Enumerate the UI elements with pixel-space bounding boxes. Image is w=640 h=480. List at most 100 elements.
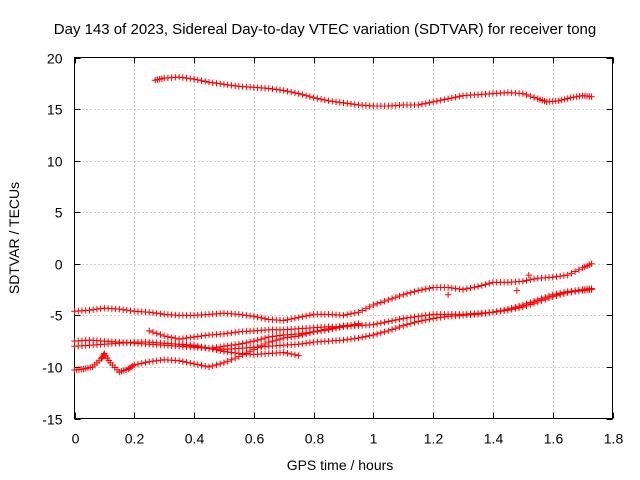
data-point — [194, 343, 201, 351]
data-point — [381, 328, 388, 336]
data-point — [347, 100, 355, 108]
data-point — [523, 91, 530, 99]
data-point — [194, 76, 201, 84]
data-point — [385, 327, 392, 335]
data-point — [198, 332, 205, 340]
data-point — [336, 324, 343, 331]
data-point — [217, 80, 224, 88]
data-point — [187, 342, 194, 349]
data-point — [564, 95, 571, 102]
data-point — [187, 75, 194, 82]
data-point — [411, 319, 418, 326]
data-point — [250, 337, 258, 345]
data-point — [381, 297, 388, 305]
data-point — [456, 93, 463, 100]
data-point — [482, 281, 489, 288]
data-point — [209, 362, 216, 370]
data-point — [523, 277, 530, 284]
data-point — [250, 313, 258, 320]
data-point — [273, 86, 280, 93]
data-point — [231, 354, 239, 362]
data-point — [202, 344, 209, 352]
data-point — [355, 334, 362, 342]
data-point — [497, 308, 504, 315]
data-point — [467, 284, 474, 292]
data-point — [276, 86, 284, 94]
data-point — [362, 305, 370, 312]
data-point — [224, 330, 231, 337]
data-point — [351, 321, 358, 328]
data-point — [377, 329, 385, 337]
data-point — [246, 338, 254, 346]
data-point — [213, 80, 220, 87]
data-point — [299, 313, 306, 320]
data-point — [198, 362, 205, 369]
data-point — [224, 348, 231, 356]
data-point — [202, 78, 209, 85]
data-point — [235, 311, 243, 318]
data-point — [527, 276, 534, 283]
x-tick-label: 0.2 — [125, 431, 145, 447]
data-point — [258, 314, 265, 322]
data-point — [347, 335, 355, 343]
series-track-6 — [146, 286, 595, 343]
data-point — [407, 320, 414, 327]
series-track-7 — [175, 320, 362, 352]
data-point — [276, 332, 284, 339]
data-point — [89, 306, 97, 313]
data-point — [411, 288, 418, 295]
data-point — [295, 341, 302, 348]
data-point — [474, 283, 482, 290]
data-point — [302, 329, 310, 337]
data-point — [220, 343, 228, 350]
data-point — [291, 89, 299, 97]
data-point — [295, 314, 302, 321]
data-point — [250, 346, 258, 353]
data-point — [131, 361, 138, 369]
data-point — [231, 82, 239, 90]
data-point — [392, 294, 400, 301]
data-point — [588, 260, 595, 267]
data-point — [396, 292, 403, 300]
data-point — [299, 91, 306, 98]
data-point — [388, 295, 396, 302]
data-point — [93, 305, 101, 313]
data-point — [146, 358, 153, 365]
data-point — [527, 301, 534, 308]
data-point — [299, 340, 306, 347]
data-point — [284, 350, 291, 357]
data-point — [190, 75, 198, 83]
data-point — [588, 286, 595, 293]
data-point — [172, 335, 179, 342]
data-point — [175, 357, 183, 364]
data-point — [489, 309, 497, 316]
data-point — [284, 88, 291, 95]
data-point — [534, 298, 541, 306]
data-point — [571, 268, 579, 275]
data-point — [302, 340, 310, 347]
data-point — [86, 307, 93, 314]
data-point — [246, 312, 254, 320]
data-point — [486, 280, 493, 287]
data-point — [523, 302, 530, 310]
data-point — [437, 97, 444, 104]
data-point — [558, 96, 565, 104]
y-tick-label: -5 — [50, 308, 63, 324]
data-point — [400, 322, 407, 329]
data-point — [575, 266, 583, 273]
data-point — [530, 300, 538, 307]
data-point — [269, 333, 276, 340]
data-point — [570, 94, 577, 101]
data-point — [448, 94, 456, 102]
data-point — [403, 314, 411, 322]
data-point — [336, 99, 343, 106]
data-point — [198, 77, 205, 84]
x-tick-label: 0 — [72, 431, 80, 447]
data-point — [209, 344, 216, 352]
data-point — [441, 96, 448, 103]
data-point — [261, 334, 269, 342]
data-point — [246, 347, 254, 355]
data-point — [146, 309, 153, 316]
data-point — [388, 326, 396, 333]
data-point — [426, 285, 433, 292]
